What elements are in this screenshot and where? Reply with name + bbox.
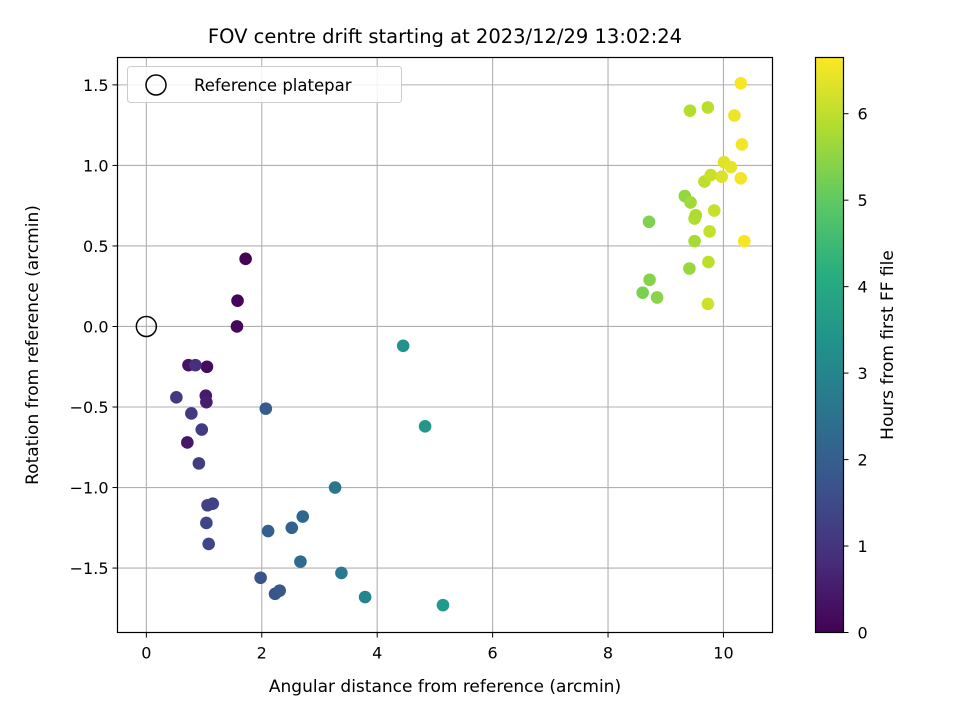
data-point: [683, 262, 696, 275]
data-point: [715, 170, 729, 183]
data-point: [206, 497, 220, 510]
data-point: [734, 171, 748, 185]
data-point: [735, 138, 749, 151]
data-point: [734, 76, 748, 90]
colorbar-tick-label: 5: [858, 191, 868, 210]
y-tick-label: −1.0: [70, 479, 109, 498]
data-point: [328, 481, 342, 494]
data-point: [684, 196, 697, 209]
x-axis-label: Angular distance from reference (arcmin): [269, 677, 621, 697]
data-point: [200, 395, 213, 409]
chart-title: FOV centre drift starting at 2023/12/29 …: [208, 25, 682, 48]
y-tick-label: 1.0: [83, 156, 108, 175]
grid-lines: [117, 57, 773, 633]
data-point: [200, 360, 214, 374]
reference-point-marker: [135, 315, 158, 338]
data-point: [200, 516, 213, 530]
data-point: [273, 584, 286, 597]
data-point: [185, 407, 198, 420]
data-point: [358, 590, 372, 604]
data-point: [701, 297, 715, 311]
y-axis-ticks: −1.5 −1.0 −0.5 0.0 0.5 1.0 1.5: [70, 76, 118, 578]
y-tick-label: 1.5: [83, 76, 108, 95]
data-point: [231, 294, 244, 308]
colorbar: [814, 56, 845, 634]
data-point: [724, 160, 738, 174]
data-point: [650, 291, 664, 304]
data-point: [335, 566, 348, 580]
colorbar-tick-label: 2: [858, 451, 868, 470]
data-point: [683, 104, 697, 117]
colorbar-tick-label: 3: [858, 364, 868, 383]
y-tick-label: 0.0: [83, 317, 108, 336]
data-points: [135, 76, 751, 612]
data-point: [195, 423, 209, 436]
colorbar-label: Hours from first FF file: [878, 250, 898, 440]
data-point: [285, 521, 299, 535]
data-point: [239, 252, 252, 266]
colorbar-tick-label: 0: [858, 624, 868, 643]
data-point: [688, 212, 701, 225]
plot-area-frame: [116, 56, 774, 634]
data-point: [189, 358, 202, 372]
data-point: [230, 320, 244, 333]
data-point: [254, 571, 267, 585]
data-point: [170, 391, 183, 404]
y-tick-label: 0.5: [83, 237, 108, 256]
data-point: [259, 402, 273, 415]
data-point: [701, 101, 715, 114]
data-point: [261, 524, 275, 538]
data-point: [737, 234, 751, 248]
legend-marker-reference: [145, 74, 167, 96]
data-point: [181, 436, 194, 449]
data-point: [642, 215, 656, 229]
y-tick-label: −0.5: [70, 398, 109, 417]
legend-box: [127, 66, 402, 103]
data-point: [688, 234, 701, 248]
colorbar-tick-label: 6: [858, 105, 868, 124]
colorbar-tick-label: 4: [858, 278, 868, 297]
data-point: [202, 537, 215, 551]
data-point: [296, 510, 310, 523]
data-point: [396, 339, 410, 353]
y-tick-label: −1.5: [70, 559, 109, 578]
x-tick-label: 8: [603, 644, 613, 663]
x-axis-ticks: 0 2 4 6 8 10: [141, 632, 734, 663]
y-axis-label: Rotation from reference (arcmin): [23, 205, 43, 485]
x-tick-label: 6: [488, 644, 498, 663]
x-tick-label: 10: [713, 644, 733, 663]
data-point: [294, 555, 307, 568]
colorbar-ticks: 0 1 2 3 4 5 6: [843, 105, 868, 643]
data-point: [704, 168, 718, 182]
data-point: [728, 109, 741, 122]
data-point: [636, 286, 649, 299]
data-point: [192, 457, 206, 470]
data-point: [702, 255, 715, 269]
data-point: [436, 598, 450, 612]
legend-label-reference: Reference platepar: [194, 76, 352, 95]
x-tick-label: 4: [372, 644, 382, 663]
data-point: [707, 204, 721, 217]
legend: Reference platepar: [127, 66, 402, 103]
data-point: [643, 273, 656, 287]
x-tick-label: 0: [141, 644, 151, 663]
data-point: [703, 225, 716, 238]
x-tick-label: 2: [257, 644, 267, 663]
data-point: [418, 420, 432, 433]
colorbar-tick-label: 1: [858, 537, 868, 556]
